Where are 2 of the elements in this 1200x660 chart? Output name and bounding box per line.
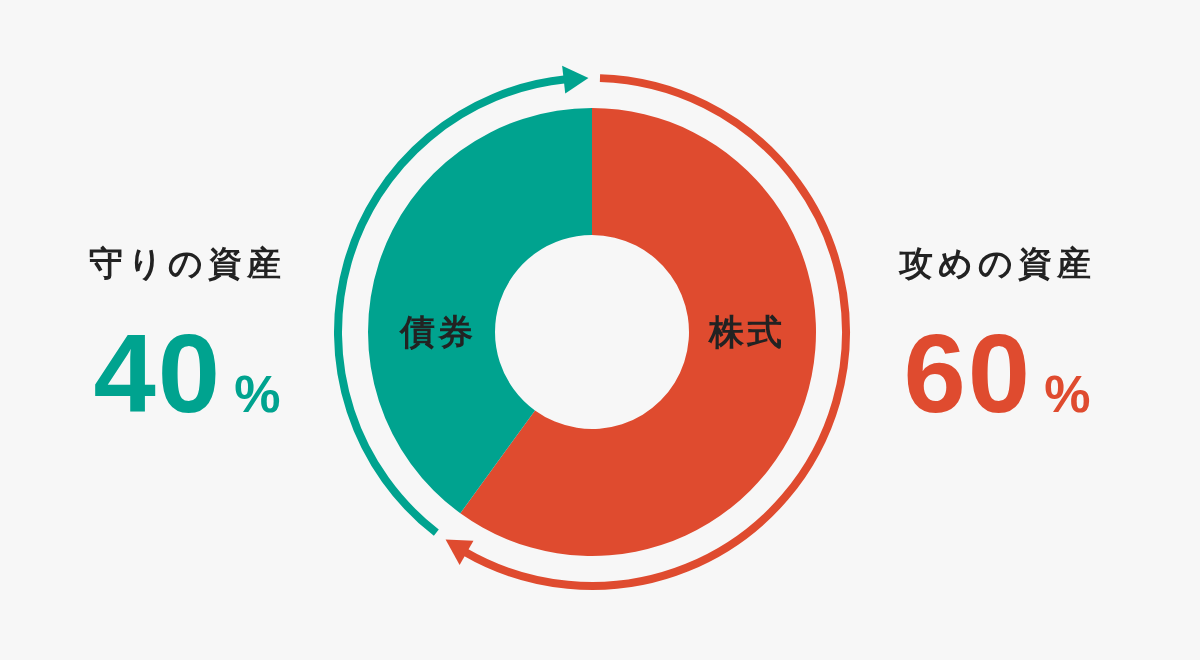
annotation: 守りの資産 bbox=[88, 243, 286, 283]
annotation: 攻めの資産 bbox=[898, 243, 1096, 283]
